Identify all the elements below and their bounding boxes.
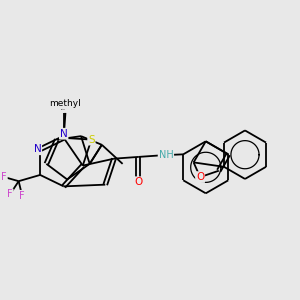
- Text: F: F: [7, 189, 13, 199]
- Text: S: S: [88, 135, 95, 145]
- Text: N: N: [60, 129, 68, 139]
- Text: methyl: methyl: [61, 109, 66, 110]
- Text: F: F: [19, 191, 25, 201]
- Text: O: O: [196, 172, 204, 182]
- Text: O: O: [134, 177, 142, 187]
- Text: F: F: [1, 172, 7, 182]
- Text: NH: NH: [158, 150, 173, 160]
- Text: methyl: methyl: [50, 99, 81, 108]
- Text: N: N: [34, 144, 41, 154]
- Text: methyl: methyl: [62, 107, 67, 109]
